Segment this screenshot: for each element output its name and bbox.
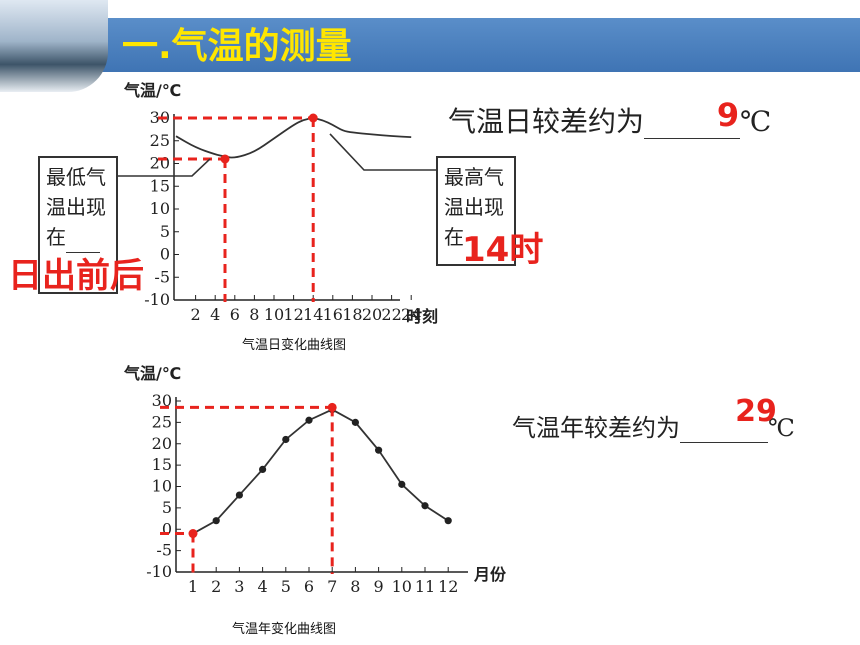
min-temp-callout: 最低气 温出现 在 [38,156,118,294]
min-point [220,154,230,164]
x-tick-label: 6 [230,305,240,324]
snow-village-image [0,0,108,92]
y-tick-label: 0 [162,519,172,538]
annual-range-statement: 气温年较差约为 ℃ [512,414,795,443]
x-tick-label: 24 [401,305,421,324]
annual-chart-caption: 气温年变化曲线图 [232,622,337,637]
daily-chart-caption: 气温日变化曲线图 [242,338,347,353]
x-tick-label: 10 [264,305,284,324]
y-tick-label: 5 [162,498,172,517]
annual-range-answer: 29 [735,394,777,429]
y-tick-label: 15 [152,455,172,474]
callout-line: 最高气 [444,165,504,189]
max-point [308,113,318,123]
x-tick-label: 6 [304,577,314,596]
y-tick-label: 25 [152,412,172,431]
y-tick-label: 20 [150,154,170,173]
y-tick-label: 30 [152,391,172,410]
max-point [327,402,337,412]
x-tick-label: 2 [211,577,221,596]
left-callout-connector [118,158,211,177]
x-tick-label: 12 [283,305,303,324]
y-tick-label: 10 [150,199,170,218]
x-tick-label: 1 [188,577,198,596]
x-tick-label: 14 [303,305,323,324]
x-tick-label: 4 [258,577,268,596]
y-tick-label: 25 [150,131,170,150]
x-tick-label: 22 [381,305,401,324]
data-point [444,517,452,525]
y-tick-label: -5 [154,267,170,286]
min-time-answer: 日出前后 [8,256,144,296]
slide-title: 一.气温的测量 [122,26,352,67]
y-axis-title: 气温/℃ [123,81,181,100]
y-axis-title: 气温/℃ [123,364,181,383]
data-point [351,418,359,426]
callout-line: 在 [46,222,110,253]
callout-line: 温出现 [46,195,106,219]
right-callout-connector [329,133,436,171]
data-point [259,465,267,473]
y-tick-label: 10 [152,477,172,496]
y-tick-label: -10 [146,562,172,581]
callout-line: 温出现 [444,195,504,219]
x-tick-label: 9 [374,577,384,596]
x-tick-label: 8 [249,305,259,324]
daily-range-statement: 气温日较差约为 ℃ [448,105,772,139]
data-point [305,416,313,424]
x-tick-label: 7 [327,577,337,596]
min-point [188,529,198,539]
max-temp-callout: 最高气 温出现 在 [436,156,516,266]
data-point [421,502,429,510]
max-time-answer: 14时 [462,230,544,270]
x-tick-label: 2 [191,305,201,324]
x-tick-label: 16 [323,305,343,324]
x-tick-label: 3 [234,577,244,596]
x-tick-label: 11 [415,577,435,596]
x-tick-label: 4 [210,305,220,324]
x-tick-label: 8 [350,577,360,596]
data-point [398,480,406,488]
y-tick-label: 5 [160,222,170,241]
y-tick-label: -5 [156,541,172,560]
temperature-line [175,117,412,159]
data-point [375,446,383,454]
callout-line: 最低气 [46,165,106,189]
y-tick-label: 15 [150,176,170,195]
x-axis-title: 月份 [473,565,507,584]
x-tick-label: 18 [342,305,362,324]
y-tick-label: 0 [160,245,170,264]
x-tick-label: 12 [438,577,458,596]
x-tick-label: 20 [362,305,382,324]
temperature-line [192,408,449,535]
data-point [235,491,243,499]
title-bar [0,18,860,72]
data-point [212,517,220,525]
x-tick-label: 10 [392,577,412,596]
y-tick-label: -10 [144,290,170,309]
data-point [282,435,290,444]
x-axis-title: 时刻 [406,307,438,326]
y-tick-label: 20 [152,434,172,453]
x-tick-label: 5 [281,577,291,596]
daily-range-answer: 9 [716,96,740,134]
callout-line: 在 [444,225,464,249]
